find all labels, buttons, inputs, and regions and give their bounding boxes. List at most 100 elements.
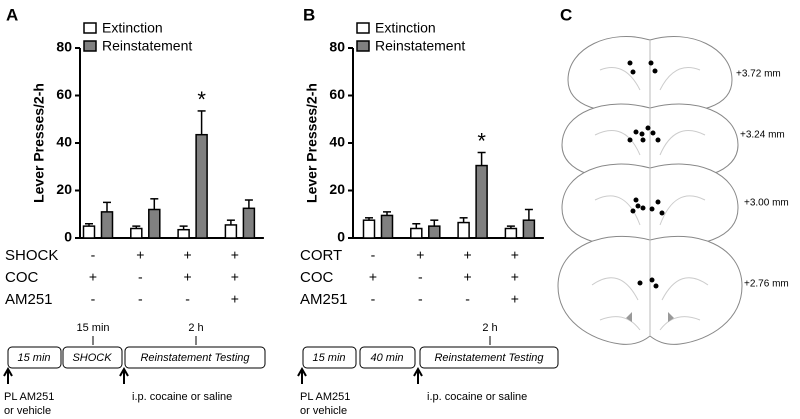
bar — [457, 221, 470, 239]
duration: 2 h — [482, 322, 497, 334]
condition-value: + — [136, 247, 144, 263]
legend-label: Reinstatement — [102, 38, 192, 54]
section-label: +3.24 mm — [740, 130, 785, 141]
legend-label: Extinction — [102, 20, 163, 36]
condition-label: SHOCK — [5, 247, 58, 264]
placement — [639, 131, 645, 137]
box-label: SHOCK — [72, 352, 112, 364]
condition-value: - — [371, 291, 376, 307]
y-tick-label: 60 — [56, 86, 72, 102]
condition-value: + — [369, 269, 377, 285]
box-label: Reinstatement Testing — [434, 352, 544, 364]
panel-label: B — [303, 5, 315, 24]
box-label: 40 min — [370, 352, 403, 364]
condition-value: + — [511, 291, 519, 307]
y-tick-label: 20 — [329, 181, 345, 197]
note: i.p. cocaine or saline — [132, 391, 232, 403]
bar — [410, 227, 423, 239]
bar — [148, 208, 161, 239]
legend-label: Extinction — [375, 20, 436, 36]
legend-swatch — [356, 40, 370, 52]
bar — [242, 207, 256, 239]
condition-value: - — [465, 291, 470, 307]
placement — [655, 137, 661, 143]
note: or vehicle — [4, 405, 51, 417]
panel-label: C — [560, 5, 572, 24]
timeline-box — [302, 346, 357, 369]
arrow — [119, 366, 129, 384]
condition-value: + — [464, 247, 472, 263]
y-tick-label: 20 — [56, 181, 72, 197]
note: i.p. cocaine or saline — [427, 391, 527, 403]
y-tick-label: 40 — [329, 134, 345, 150]
condition-value: + — [231, 247, 239, 263]
condition-label: COC — [300, 269, 334, 286]
y-tick-label: 40 — [56, 134, 72, 150]
significance: * — [197, 87, 206, 112]
condition-label: AM251 — [5, 291, 53, 308]
placement — [633, 129, 639, 135]
condition-value: - — [138, 291, 143, 307]
condition-value: + — [511, 247, 519, 263]
condition-value: - — [91, 247, 96, 263]
placement — [630, 208, 636, 214]
section-label: +3.00 mm — [744, 198, 789, 209]
ventricle — [626, 312, 674, 322]
significance: * — [477, 128, 486, 153]
y-tick-label: 0 — [337, 229, 345, 245]
condition-label: AM251 — [300, 291, 348, 308]
condition-value: + — [184, 247, 192, 263]
timeline-box — [419, 346, 559, 369]
legend-swatch — [83, 22, 97, 34]
bar — [195, 133, 208, 239]
condition-value: - — [371, 247, 376, 263]
condition-value: + — [464, 269, 472, 285]
condition-label: CORT — [300, 247, 342, 264]
section-label: +3.72 mm — [736, 69, 781, 80]
placement — [645, 125, 651, 131]
arrow — [413, 366, 423, 384]
brain-sections — [557, 36, 743, 345]
placement — [653, 283, 659, 289]
structure — [591, 67, 709, 331]
placement — [648, 60, 654, 66]
condition-value: - — [91, 291, 96, 307]
condition-value: - — [138, 269, 143, 285]
condition-value: - — [185, 291, 190, 307]
condition-label: COC — [5, 269, 39, 286]
note: PL AM251 — [4, 391, 54, 403]
bar — [428, 225, 441, 239]
y-axis-title: Lever Presses/2-h — [304, 83, 320, 203]
placement — [649, 277, 655, 283]
timeline-box — [62, 346, 123, 369]
placement — [633, 197, 639, 203]
bar — [522, 219, 536, 239]
placement — [640, 137, 646, 143]
box-label: 15 min — [17, 352, 50, 364]
panel-label: A — [6, 5, 18, 24]
bar — [504, 227, 518, 239]
condition-value: - — [418, 291, 423, 307]
placement — [659, 210, 665, 216]
placement — [650, 130, 656, 136]
placement — [635, 203, 641, 209]
placement — [649, 206, 655, 212]
note: or vehicle — [300, 405, 347, 417]
y-axis-title: Lever Presses/2-h — [31, 83, 47, 203]
placement — [630, 69, 636, 75]
condition-value: - — [418, 269, 423, 285]
note: PL AM251 — [300, 391, 350, 403]
section-label: +2.76 mm — [744, 279, 789, 290]
legend-swatch — [356, 22, 370, 34]
placement — [627, 137, 633, 143]
arrow — [297, 366, 307, 384]
timeline-box — [359, 346, 416, 369]
bar — [224, 224, 238, 239]
placement — [652, 68, 658, 74]
y-tick-label: 80 — [56, 39, 72, 55]
bar — [362, 219, 376, 239]
condition-value: + — [231, 291, 239, 307]
placement — [637, 280, 643, 286]
bar — [100, 211, 114, 239]
